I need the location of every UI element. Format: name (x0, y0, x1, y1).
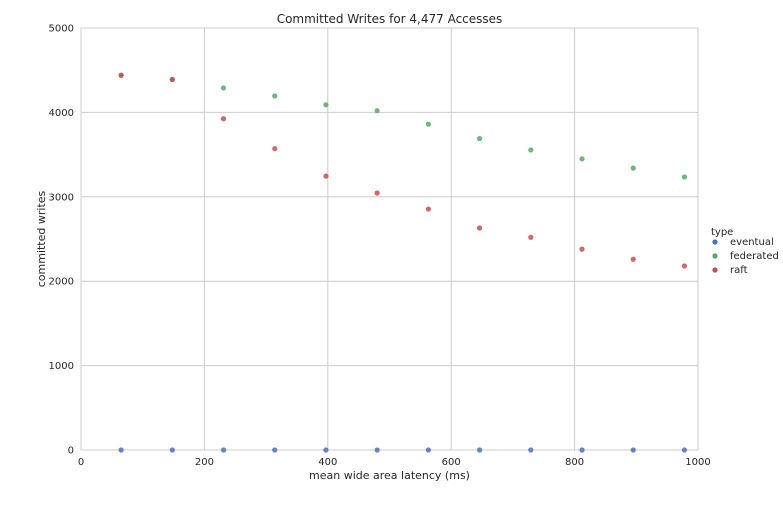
point-federated (579, 156, 585, 162)
point-raft (169, 76, 175, 83)
x-tick-label: 600 (442, 457, 461, 468)
y-tick-label: 2000 (49, 277, 74, 288)
y-tick-label: 5000 (49, 24, 74, 35)
chart-title: Committed Writes for 4,477 Accesses (277, 12, 503, 26)
data-points (118, 72, 688, 453)
point-raft (272, 146, 278, 152)
legend-marker-raft (712, 267, 718, 273)
point-raft (476, 225, 483, 231)
x-tick-label: 200 (195, 457, 214, 468)
y-tick-label: 1000 (49, 361, 74, 372)
point-federated (272, 93, 278, 99)
x-tick-label: 0 (78, 457, 84, 468)
legend-label-federated: federated (730, 251, 779, 262)
point-federated (220, 85, 227, 91)
plot-frame (80, 27, 699, 451)
point-federated (528, 147, 534, 153)
x-tick-label: 400 (318, 457, 337, 468)
y-tick-label: 3000 (49, 192, 74, 203)
point-eventual (220, 447, 227, 453)
y-axis-label: committed writes (35, 190, 48, 287)
point-eventual (681, 447, 688, 453)
point-raft (630, 256, 636, 262)
x-tick-label: 1000 (685, 457, 710, 468)
point-federated (323, 102, 329, 108)
point-eventual (169, 447, 175, 453)
point-raft (528, 234, 534, 240)
x-tick-label: 800 (565, 457, 584, 468)
legend-title: type (711, 227, 733, 238)
x-axis-label: mean wide area latency (ms) (309, 469, 470, 482)
point-federated (374, 108, 380, 114)
point-eventual (425, 447, 431, 453)
point-federated (425, 121, 431, 127)
point-eventual (323, 447, 329, 453)
legend: type eventual federated raft (711, 227, 779, 276)
point-federated (630, 165, 636, 171)
point-raft (323, 173, 329, 179)
legend-marker-federated (712, 253, 718, 259)
point-federated (476, 135, 483, 142)
point-eventual (374, 447, 380, 453)
point-eventual (579, 447, 585, 453)
point-raft (118, 72, 124, 78)
point-eventual (272, 447, 278, 453)
point-raft (579, 246, 585, 252)
legend-marker-eventual (712, 239, 718, 245)
grid-lines (80, 27, 699, 451)
legend-label-eventual: eventual (730, 237, 774, 248)
point-federated (681, 174, 688, 180)
point-eventual (528, 447, 534, 453)
point-eventual (118, 447, 124, 453)
legend-label-raft: raft (730, 265, 748, 276)
point-eventual (476, 447, 483, 453)
y-tick-label: 4000 (49, 108, 74, 119)
point-raft (681, 263, 688, 269)
y-tick-label: 0 (68, 446, 74, 457)
point-eventual (630, 447, 636, 453)
point-raft (374, 190, 380, 196)
point-raft (220, 116, 227, 122)
tick-labels: 0 200 400 600 800 1000 0 1000 2000 3000 4000 5000 (49, 24, 711, 469)
point-raft (425, 206, 431, 212)
